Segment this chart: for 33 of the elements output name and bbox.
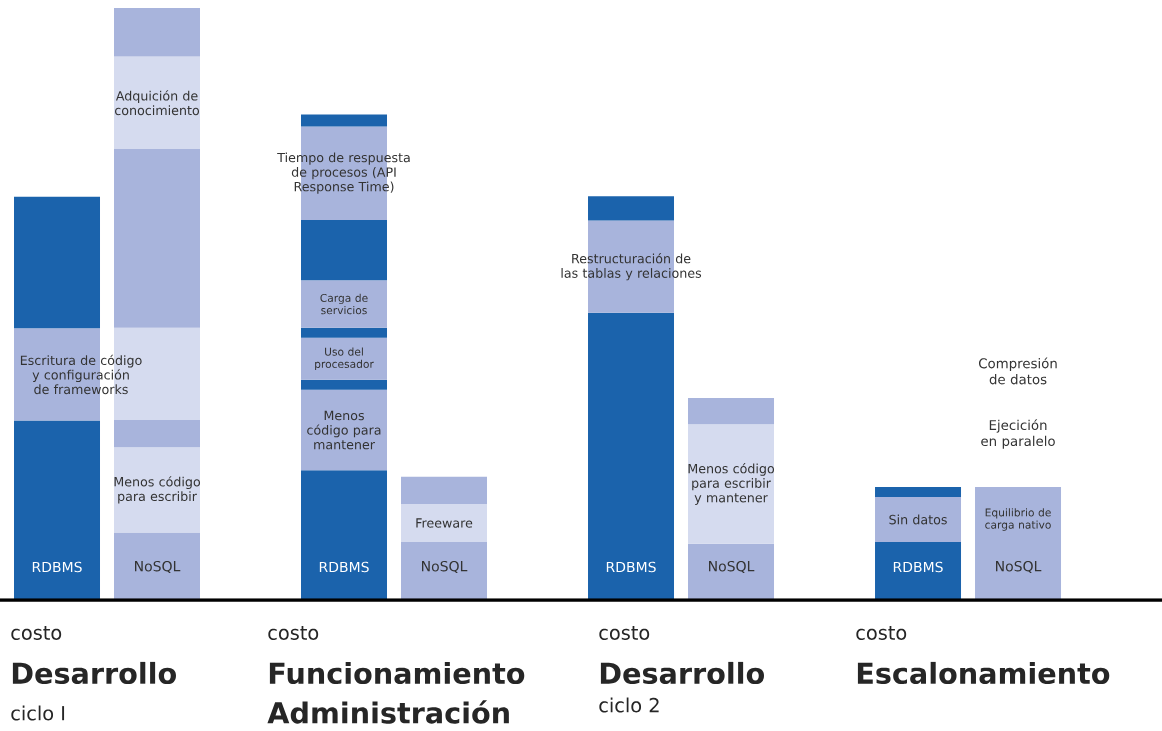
annotation: Tiempo de respuesta de procesos (API Response Time): [277, 152, 410, 194]
annotation: Freeware: [416, 518, 473, 528]
text: Funcionamiento: [269, 661, 525, 685]
annotation: Menos código para mantener: [307, 410, 381, 450]
annotation: Restructuración de las tablas y relaciones: [561, 253, 702, 281]
text: ciclo 2: [599, 697, 659, 713]
x-tick-label: RDBMS: [606, 561, 656, 573]
text: costo: [856, 626, 907, 640]
text: Desarrollo: [600, 661, 764, 685]
text: Administración: [267, 700, 509, 724]
text: Desarrollo: [12, 661, 176, 685]
x-tick-label: NoSQL: [422, 560, 468, 574]
annotation: Menos código para escribir y mantener: [688, 463, 775, 505]
text: costo: [599, 626, 650, 640]
annotation: Menos código para escribir: [114, 476, 201, 504]
x-tick-label: RDBMS: [32, 561, 82, 573]
annotation: Ejecición en paralelo: [981, 419, 1055, 449]
annotation: Uso del procesador: [315, 347, 374, 371]
annotation: Sin datos: [889, 514, 947, 525]
annotation: Escritura de código y configuración de frameworks: [20, 354, 142, 395]
x-tick-label: RDBMS: [893, 561, 943, 573]
x-tick-label: NoSQL: [709, 560, 755, 574]
annotation: Equilibrio de carga nativo: [985, 508, 1051, 531]
x-tick-label: NoSQL: [135, 560, 181, 574]
text: costo: [11, 626, 62, 640]
annotation: Compresión de datos: [978, 357, 1057, 385]
annotation: Adquición de conocimiento: [115, 90, 200, 116]
x-tick-label: NoSQL: [996, 560, 1042, 574]
text: costo: [268, 626, 319, 640]
x-tick-label: RDBMS: [319, 561, 369, 573]
text: ciclo I: [11, 705, 65, 721]
text: Escalonamiento: [857, 661, 1110, 685]
annotation: Carga de servicios: [320, 293, 368, 315]
